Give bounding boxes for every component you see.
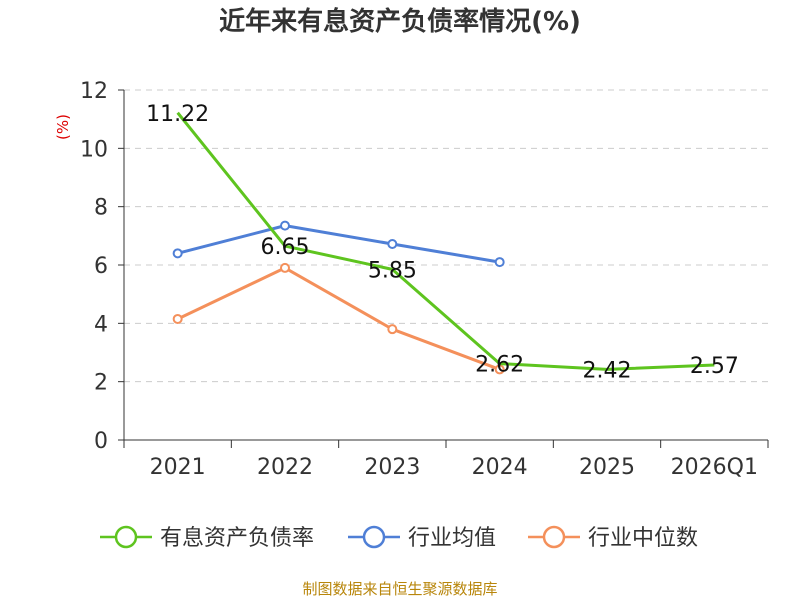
- y-tick-label-3: 6: [94, 254, 108, 279]
- series-line-2: [177, 266, 501, 371]
- source-note: 制图数据来自恒生聚源数据库: [302, 580, 498, 598]
- series-1-point-2: [387, 239, 398, 249]
- data-label-1: 6.65: [261, 235, 310, 260]
- data-label-4: 2.42: [583, 358, 632, 383]
- series-2-point-1: [280, 262, 290, 273]
- x-tick-label-2021: 2021: [150, 455, 206, 480]
- series-1-point-0: [172, 248, 183, 259]
- x-tick-label-2022: 2022: [257, 455, 313, 480]
- legend-label-2: 行业中位数: [588, 526, 698, 551]
- x-tick-label-2024: 2024: [472, 455, 528, 480]
- y-tick-label-1: 2: [94, 371, 108, 396]
- y-axis-label: (%): [54, 114, 72, 140]
- series-2-point-0: [172, 313, 183, 324]
- series-2-point-3: [494, 364, 505, 375]
- series-line-1: [177, 224, 500, 264]
- data-label-0: 11.22: [146, 102, 209, 127]
- y-tick-label-5: 10: [80, 137, 108, 162]
- data-label-5: 2.57: [690, 354, 739, 379]
- series-line-0: [176, 111, 715, 371]
- legend-marker-1: [362, 525, 386, 549]
- x-tick-label-2023: 2023: [364, 455, 420, 480]
- legend-label-1: 行业均值: [408, 526, 496, 551]
- y-tick-label-2: 4: [94, 312, 108, 337]
- x-tick-label-2026Q1: 2026Q1: [671, 455, 758, 480]
- y-tick-label-0: 0: [94, 429, 108, 454]
- legend-label-0: 有息资产负债率: [160, 526, 314, 551]
- data-label-2: 5.85: [368, 258, 417, 283]
- legend-marker-2: [542, 525, 566, 549]
- series-1-point-1: [280, 220, 290, 231]
- series-1-point-3: [494, 257, 505, 268]
- chart-title: 近年来有息资产负债率情况(%): [219, 7, 581, 37]
- y-tick-label-4: 8: [94, 196, 108, 221]
- legend-marker-0: [114, 525, 138, 549]
- series-2-point-2: [387, 324, 398, 335]
- data-label-3: 2.62: [475, 353, 524, 378]
- x-tick-label-2025: 2025: [579, 455, 635, 480]
- y-tick-label-6: 12: [80, 79, 108, 104]
